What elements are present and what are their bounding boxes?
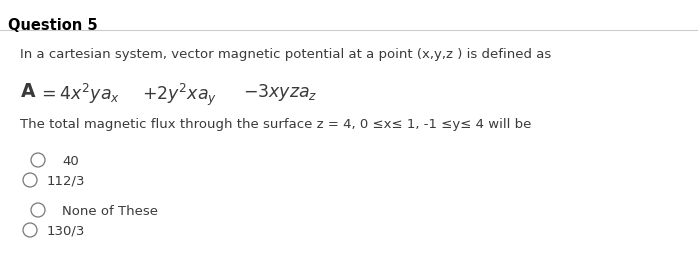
Text: 40: 40: [62, 155, 79, 168]
Text: 130/3: 130/3: [47, 225, 85, 238]
Text: $+2y^{2}xa_{y}$: $+2y^{2}xa_{y}$: [142, 82, 217, 108]
Text: Question 5: Question 5: [8, 18, 98, 33]
Text: None of These: None of These: [62, 205, 158, 218]
Text: 112/3: 112/3: [47, 175, 85, 188]
Text: $-3xyza_{z}$: $-3xyza_{z}$: [243, 82, 318, 103]
Text: In a cartesian system, vector magnetic potential at a point (x,y,z ) is defined : In a cartesian system, vector magnetic p…: [20, 48, 551, 61]
Text: $\mathbf{A}$: $\mathbf{A}$: [20, 82, 36, 101]
Text: $= 4x^{2}ya_{x}$: $= 4x^{2}ya_{x}$: [38, 82, 120, 106]
Text: The total magnetic flux through the surface z = 4, 0 ≤x≤ 1, -1 ≤y≤ 4 will be: The total magnetic flux through the surf…: [20, 118, 531, 131]
